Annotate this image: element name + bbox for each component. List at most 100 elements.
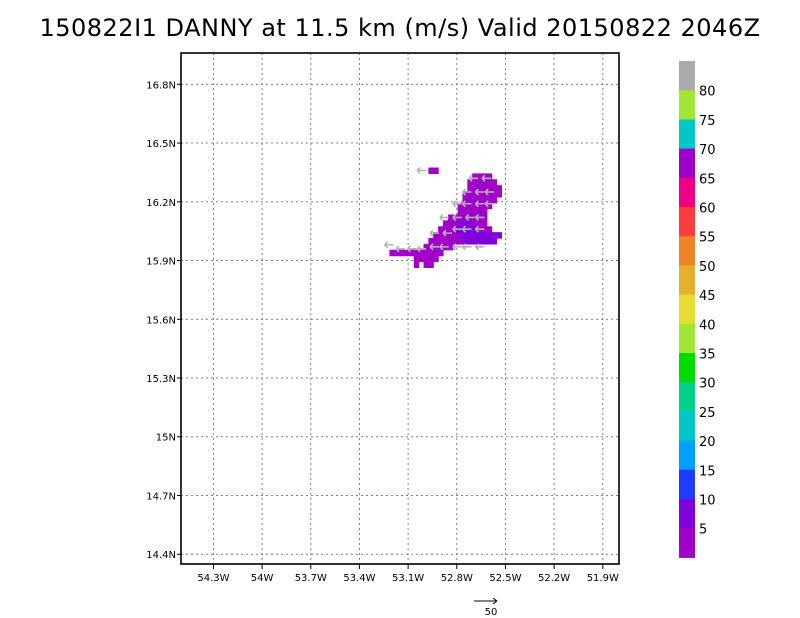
wind-cell (467, 238, 473, 245)
wind-vector (461, 225, 472, 233)
wind-cell (447, 226, 454, 233)
wind-cell (486, 185, 493, 192)
chart-title: 150822I1 DANNY at 11.5 km (m/s) Valid 20… (39, 14, 761, 42)
wind-cell (467, 191, 473, 198)
wind-vector (442, 229, 453, 237)
colorbar-swatch (679, 119, 695, 150)
x-tick-label: 51.9W (587, 573, 619, 584)
wind-cell (438, 249, 444, 257)
wind-cell (486, 202, 493, 210)
wind-vector (484, 200, 495, 208)
wind-cell (389, 249, 395, 257)
wind-cell (433, 238, 439, 245)
wind-cell (462, 238, 468, 245)
wind-cell (404, 249, 410, 257)
wind-cell (486, 179, 493, 186)
wind-vector (452, 213, 462, 222)
wind-vector (384, 241, 394, 249)
wind-cell (452, 238, 459, 245)
wind-vector (429, 229, 440, 237)
wind-cell (472, 191, 478, 198)
x-tick-label: 52.8W (441, 573, 473, 584)
colorbar-swatch (679, 294, 695, 325)
wind-cell (481, 191, 488, 198)
wind-cell (447, 214, 454, 221)
colorbar-label: 20 (699, 435, 716, 450)
wind-vector (481, 174, 491, 182)
wind-vector (416, 166, 427, 175)
wind-cell (486, 196, 493, 204)
wind-cell (477, 238, 483, 245)
wind-cell (477, 208, 483, 216)
wind-cell (496, 185, 502, 192)
wind-vector (484, 188, 495, 196)
wind-cell (428, 167, 434, 175)
wind-cell (433, 255, 439, 263)
wind-cell (472, 238, 478, 245)
colorbar-swatch (679, 528, 695, 558)
wind-cell (481, 185, 488, 192)
wind-vector (395, 245, 405, 253)
wind-cell (452, 232, 459, 239)
wind-vector (468, 174, 478, 182)
wind-cell (399, 249, 405, 257)
x-axis-ticks: 54.3W 54W 53.7W 53.4W 53.1W 52.8W 52.5W 52.2W 51… (197, 564, 619, 584)
colorbar-swatch (679, 353, 695, 383)
wind-cell (423, 255, 429, 263)
wind-cell (477, 191, 483, 198)
y-tick-label: 15N (156, 433, 176, 444)
wind-cell (447, 238, 454, 245)
wind-vector (474, 225, 485, 233)
wind-cell (457, 238, 464, 245)
colorbar-label: 70 (699, 143, 716, 158)
wind-cell (477, 173, 483, 180)
wind-vector (439, 243, 449, 251)
wind-vector (461, 243, 472, 251)
colorbar-label: 60 (699, 202, 716, 217)
plot-frame (180, 52, 620, 565)
y-tick-label: 14.4N (146, 550, 176, 561)
wind-cell (477, 196, 483, 204)
wind-cell (413, 255, 420, 263)
wind-vector (474, 188, 485, 196)
wind-cell (428, 255, 434, 263)
wind-cell (442, 220, 449, 227)
wind-vector (452, 225, 462, 233)
wind-cell (467, 208, 473, 216)
grid-lines (181, 53, 619, 564)
wind-cell (467, 179, 473, 186)
wind-cell (462, 220, 468, 227)
wind-cell (442, 226, 449, 233)
wind-cell (428, 238, 434, 245)
colorbar-swatch (679, 382, 695, 412)
wind-cell (481, 220, 488, 227)
reference-arrow (474, 597, 498, 605)
wind-cell (472, 179, 478, 186)
wind-vector (439, 213, 449, 222)
wind-cell (472, 173, 478, 180)
wind-vector (452, 243, 462, 251)
wind-vector (452, 200, 462, 208)
wind-vector (474, 200, 485, 208)
wind-cell (438, 232, 444, 239)
colorbar-swatch (679, 499, 695, 529)
wind-cell (472, 214, 478, 221)
colorbar: 5 10 15 20 25 30 35 40 45 50 55 60 65 70 75 80 (679, 61, 716, 558)
wind-cell (428, 249, 434, 257)
wind-cell (491, 232, 498, 239)
reference-vector: 50 (474, 597, 498, 618)
wind-cell (457, 202, 464, 210)
y-tick-label: 15.6N (146, 315, 176, 326)
wind-cell (472, 202, 478, 210)
wind-cell (394, 249, 400, 257)
wind-cell (423, 249, 429, 257)
colorbar-swatch (679, 61, 695, 91)
colorbar-label: 35 (699, 348, 716, 363)
colorbar-swatch (679, 440, 695, 471)
colorbar-label: 75 (699, 114, 716, 129)
x-tick-label: 53.4W (343, 573, 375, 584)
colorbar-label: 45 (699, 289, 716, 304)
wind-cell (438, 226, 444, 233)
colorbar-label: 25 (699, 406, 716, 421)
